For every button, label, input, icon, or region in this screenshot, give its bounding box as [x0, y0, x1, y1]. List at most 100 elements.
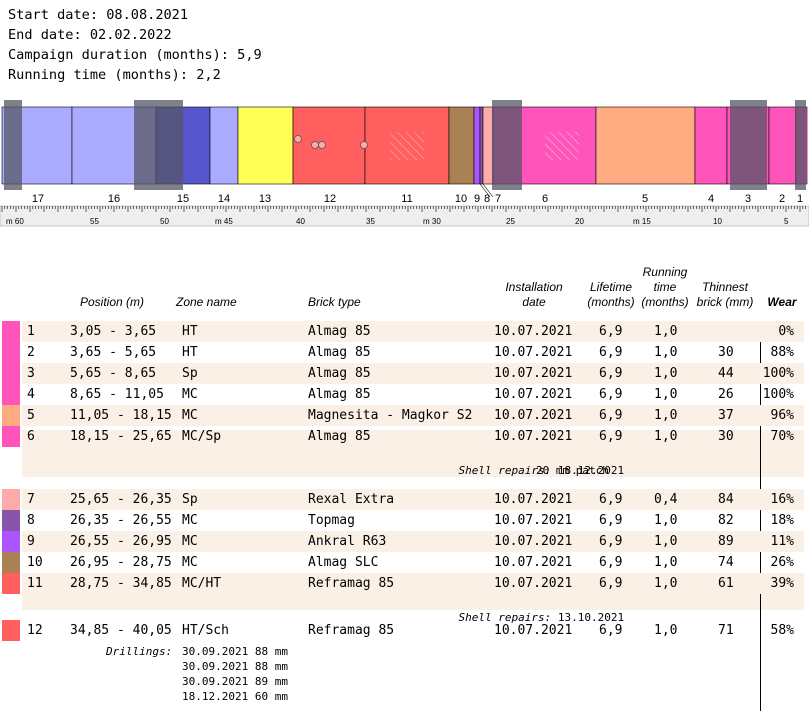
scale-label: m 30 — [423, 217, 441, 226]
segment-2[interactable] — [768, 106, 797, 185]
cell-running: 1,0 — [654, 324, 678, 339]
cell-date: 10.07.2021 — [494, 555, 573, 570]
cell-zone: MC — [182, 408, 198, 423]
zone-number-labels: 17 16 15 14 13 12 11 10 9 8 7 6 5 4 3 2 … — [32, 183, 803, 205]
table-row[interactable]: 4 8,65 - 11,05 MC Almag 85 10.07.2021 6,9 1,0 2… — [22, 384, 804, 405]
cell-brick: Rexal Extra — [308, 492, 395, 507]
installation-header-line2: date — [522, 295, 546, 309]
scale-labels: m 60 55 50 m 45 40 35 m 30 25 20 m 15 10… — [6, 217, 789, 226]
cell-position: 18,15 - 25,65 — [70, 429, 172, 444]
start-date: Start date: 08.08.2021 — [8, 7, 189, 23]
col-header-installation: Installation date — [496, 280, 572, 310]
scale-label: 10 — [713, 217, 722, 226]
brick-color-swatch — [2, 426, 20, 447]
kiln-lining-diagram: 17 16 15 14 13 12 11 10 9 8 7 6 5 4 3 2 … — [0, 100, 809, 227]
cell-position: 26,35 - 26,55 — [70, 513, 172, 528]
cell-lifetime: 6,9 — [599, 429, 623, 444]
tyre-4 — [730, 100, 767, 190]
zone-label-17: 17 — [32, 193, 44, 205]
cell-running: 1,0 — [654, 513, 678, 528]
zone-label-15: 15 — [177, 193, 189, 205]
segment-5[interactable] — [595, 106, 696, 185]
cell-num: 4 — [27, 387, 35, 402]
table-row[interactable]: 5 11,05 - 18,15 MC Magnesita - Magkor S2 10.… — [22, 405, 804, 426]
table-row[interactable]: 9 26,55 - 26,95 MC Ankral R63 10.07.2021 6,9 1… — [22, 531, 804, 552]
lifetime-header-line2: (months) — [587, 295, 635, 309]
cell-position: 3,65 - 5,65 — [70, 345, 157, 360]
campaign-duration: Campaign duration (months): 5,9 — [8, 47, 262, 63]
table-row[interactable]: 7 25,65 - 26,35 Sp Rexal Extra 10.07.2021 6,9… — [22, 489, 804, 510]
scale-label: 40 — [296, 217, 305, 226]
scale-label: 35 — [366, 217, 375, 226]
table-row[interactable]: 6 18,15 - 25,65 MC/Sp Almag 85 10.07.2021 6,9… — [22, 426, 804, 447]
segment-13[interactable] — [237, 106, 294, 185]
table-row[interactable]: 2 3,65 - 5,65 HT Almag 85 10.07.2021 6,9 1,0 30… — [22, 342, 804, 363]
cell-thinnest: 71 — [718, 623, 734, 638]
drilling-entry: 30.09.2021 88 mm — [182, 660, 288, 673]
campaign-summary: Start date: 08.08.2021 End date: 02.02.2… — [8, 5, 262, 85]
cell-brick: Reframag 85 — [308, 623, 395, 638]
cell-running: 1,0 — [654, 429, 678, 444]
cell-num: 9 — [27, 534, 35, 549]
cell-wear: 88% — [770, 345, 794, 360]
segment-12[interactable] — [292, 106, 366, 185]
running-header-line2: time — [653, 280, 677, 294]
drilling-point-marker — [294, 135, 302, 143]
cell-wear: 58% — [770, 623, 794, 638]
segment-8[interactable] — [479, 106, 484, 185]
segment-10[interactable] — [448, 106, 475, 185]
cell-running: 1,0 — [654, 408, 678, 423]
table-row[interactable]: 3 5,65 - 8,65 Sp Almag 85 10.07.2021 6,9 1,0 44… — [22, 363, 804, 384]
brick-color-swatch — [2, 342, 20, 363]
scale-label: 5 — [784, 217, 789, 226]
tyre-2 — [134, 100, 183, 190]
brick-color-swatch — [2, 573, 20, 594]
table-row[interactable]: 1 3,05 - 3,65 HT Almag 85 10.07.2021 6,9 1,0 0% — [22, 321, 804, 342]
running-header-line1: Running — [642, 265, 688, 279]
segment-14[interactable] — [209, 106, 239, 185]
drilling-point-marker — [360, 141, 368, 149]
cell-wear: 96% — [770, 408, 794, 423]
scale-label: 50 — [160, 217, 169, 226]
cell-zone: HT — [182, 345, 198, 360]
cell-thinnest: 37 — [718, 408, 734, 423]
thinnest-header-line2: brick (mm) — [696, 295, 754, 309]
scale-label: m 60 — [6, 217, 24, 226]
drillings-label-text: Drillings: — [106, 645, 173, 658]
brick-color-swatch — [2, 552, 20, 573]
segment-7[interactable] — [482, 106, 494, 185]
tyre-5 — [795, 100, 806, 190]
brick-color-swatch — [2, 363, 20, 384]
zone-label-6: 6 — [542, 193, 548, 205]
cell-position: 26,95 - 28,75 — [70, 555, 172, 570]
zone-label-1: 1 — [797, 193, 803, 205]
zone-label-4: 4 — [708, 193, 714, 205]
cell-lifetime: 6,9 — [599, 623, 623, 638]
cell-lifetime: 6,9 — [599, 492, 623, 507]
segment-4[interactable] — [694, 106, 728, 185]
shell-repairs-note-6: Shell repairs: 18.12.2021 — [432, 448, 625, 493]
col-header-wear: Wear — [767, 295, 797, 309]
segment-9[interactable] — [473, 106, 481, 185]
cell-lifetime: 6,9 — [599, 387, 623, 402]
cell-num: 1 — [27, 324, 35, 339]
cell-num: 3 — [27, 366, 35, 381]
table-row[interactable]: 10 26,95 - 28,75 MC Almag SLC 10.07.2021 6,9 1… — [22, 552, 804, 573]
cell-num: 10 — [27, 555, 43, 570]
wear-column-divider — [760, 321, 761, 711]
cell-date: 10.07.2021 — [494, 513, 573, 528]
cell-zone: MC/Sp — [182, 429, 222, 444]
brick-color-swatch — [2, 384, 20, 405]
cell-brick: Reframag 85 — [308, 576, 395, 591]
cell-wear: 0% — [778, 324, 794, 339]
shell-repairs-detail-6: 20 mm patch — [536, 464, 609, 477]
table-row[interactable]: 11 28,75 - 34,85 MC/HT Reframag 85 10.07.202… — [22, 573, 804, 594]
cell-zone: MC/HT — [182, 576, 222, 591]
zone-label-13: 13 — [259, 193, 271, 205]
cell-wear: 11% — [770, 534, 794, 549]
cell-num: 12 — [27, 623, 43, 638]
lining-table: Position (m) Zone name Brick type Instal… — [0, 262, 809, 711]
table-row[interactable]: 12 34,85 - 40,05 HT/Sch Reframag 85 10.07.20… — [22, 620, 804, 641]
table-row[interactable]: 8 26,35 - 26,55 MC Topmag 10.07.2021 6,9 1,0 82… — [22, 510, 804, 531]
scale-label: 55 — [90, 217, 99, 226]
